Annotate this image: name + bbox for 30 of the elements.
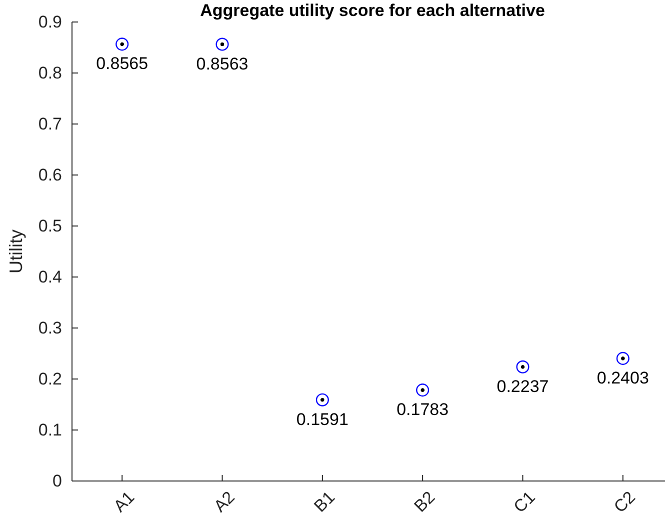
x-tick-label: A2 [210, 488, 238, 516]
data-label: 0.2237 [496, 376, 549, 396]
point [316, 393, 329, 406]
point [516, 360, 530, 374]
y-axis-title: Utility [6, 230, 26, 274]
x-tick-label: B2 [410, 488, 439, 516]
point [416, 384, 430, 397]
chart-title: Aggregate utility score for each alternative [200, 1, 545, 20]
y-tick-label: 0.1 [38, 420, 62, 440]
y-tick-label: 0.7 [38, 114, 62, 134]
x-tick-label: B1 [310, 488, 339, 516]
y-tick-label: 0.8 [38, 63, 62, 82]
data-label: 0.1591 [296, 410, 348, 429]
data-label: 0.2403 [596, 368, 649, 388]
data-label: 0.8563 [196, 54, 248, 74]
x-tick-label: C2 [610, 488, 640, 516]
y-tick-label: 0.9 [38, 12, 62, 32]
point [216, 38, 229, 51]
x-tick-label: A1 [110, 488, 138, 516]
point [616, 352, 630, 365]
point [116, 38, 129, 51]
y-tick-label: 0.4 [38, 267, 62, 286]
y-tick-label: 0 [52, 471, 62, 490]
y-tick-label: 0.5 [38, 216, 62, 236]
data-label: 0.1783 [396, 400, 449, 420]
y-tick-label: 0.2 [38, 369, 62, 388]
data-label: 0.8565 [96, 54, 148, 74]
y-tick-label: 0.3 [38, 318, 62, 338]
x-tick-label: C1 [510, 488, 539, 516]
y-tick-label: 0.6 [38, 165, 62, 184]
